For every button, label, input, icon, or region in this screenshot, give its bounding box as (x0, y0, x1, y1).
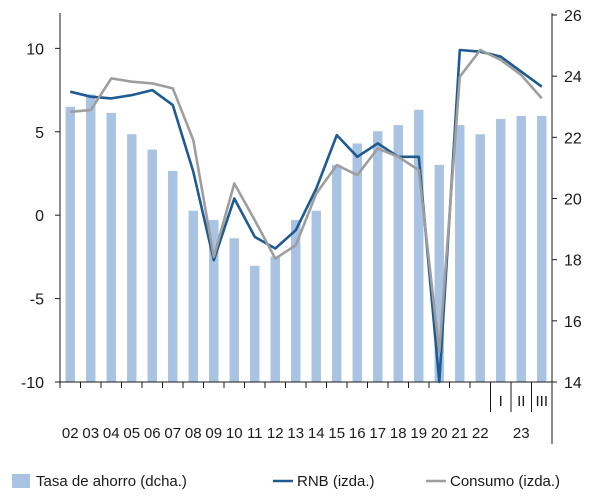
category-label-03: 03 (82, 425, 99, 442)
category-label-02: 02 (62, 425, 79, 442)
left-tick-label: 0 (35, 208, 44, 225)
category-label-04: 04 (103, 425, 120, 442)
legend-entry: RNB (izda.) (297, 473, 375, 490)
category-label-15: 15 (328, 425, 345, 442)
bar-13 (291, 219, 301, 382)
right-tick-label: 18 (564, 253, 582, 270)
right-tick-label: 24 (564, 69, 582, 86)
right-axis-ticks: 14 16 18 20 22 24 26 (552, 8, 582, 392)
bar-11 (250, 265, 260, 382)
legend: Tasa de ahorro (dcha.) RNB (izda.) Consumo… (12, 473, 560, 490)
right-tick-label: 20 (564, 192, 582, 209)
legend-entry: Consumo (izda.) (450, 473, 560, 490)
right-tick-label: 26 (564, 8, 582, 25)
category-label-16: 16 (349, 425, 366, 442)
bar-08 (188, 210, 198, 382)
bar-22 (475, 134, 485, 382)
category-label-09: 09 (205, 425, 222, 442)
bar-14 (311, 210, 321, 382)
category-label-21: 21 (451, 425, 468, 442)
left-tick-label: -5 (30, 292, 44, 309)
category-label-13: 13 (287, 425, 304, 442)
bar-04 (106, 112, 116, 382)
category-label-14: 14 (308, 425, 325, 442)
bar-06 (147, 149, 157, 382)
axes (59, 13, 553, 444)
bar-20 (434, 164, 444, 382)
bar-05 (127, 134, 137, 382)
category-label-18: 18 (390, 425, 407, 442)
bar-10 (229, 238, 239, 382)
bar-series (65, 94, 547, 383)
bar-17 (373, 131, 383, 382)
group-label: 23 (513, 425, 530, 442)
bar-12 (270, 256, 280, 382)
legend-swatch-bar (12, 474, 30, 488)
category-label-II: II (517, 393, 525, 410)
bar-02 (65, 106, 75, 382)
left-tick-label: -10 (21, 375, 44, 392)
right-tick-label: 22 (564, 130, 582, 147)
line-Consumo (izda.) (70, 48, 543, 354)
category-label-19: 19 (410, 425, 427, 442)
left-tick-label: 5 (35, 125, 44, 142)
category-label-I: I (499, 393, 503, 410)
category-label-07: 07 (164, 425, 181, 442)
category-label-10: 10 (226, 425, 243, 442)
right-tick-label: 14 (564, 375, 582, 392)
bar-II (516, 115, 526, 383)
bar-21 (455, 125, 465, 382)
bar-19 (414, 109, 424, 382)
category-labels: 02 03 04 05 06 07 08 09 10 11 12 13 14 15 16 17 18 19 20 21… (62, 393, 548, 442)
bar-I (496, 118, 506, 382)
category-label-08: 08 (185, 425, 202, 442)
category-label-III: III (535, 393, 548, 410)
bar-15 (332, 164, 342, 382)
line-series (69, 48, 543, 384)
bar-03 (86, 94, 96, 383)
category-label-05: 05 (123, 425, 140, 442)
bar-07 (168, 170, 178, 382)
bar-09 (209, 219, 219, 382)
category-label-17: 17 (369, 425, 386, 442)
right-tick-label: 16 (564, 314, 582, 331)
category-label-06: 06 (144, 425, 161, 442)
line-RNB (izda.) (69, 48, 543, 384)
legend-entry: Tasa de ahorro (dcha.) (36, 473, 187, 490)
left-tick-label: 10 (26, 41, 44, 58)
category-label-20: 20 (431, 425, 448, 442)
bar-16 (352, 143, 362, 382)
bar-III (537, 115, 547, 383)
category-label-12: 12 (267, 425, 284, 442)
category-label-11: 11 (247, 425, 263, 442)
left-axis-ticks: -10 -5 0 5 10 (21, 41, 60, 392)
category-label-22: 22 (472, 425, 489, 442)
bar-18 (393, 125, 403, 382)
